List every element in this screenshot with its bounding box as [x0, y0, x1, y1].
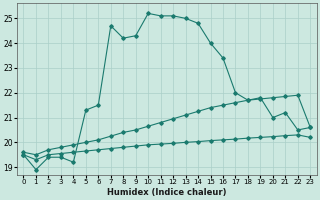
- X-axis label: Humidex (Indice chaleur): Humidex (Indice chaleur): [107, 188, 227, 197]
